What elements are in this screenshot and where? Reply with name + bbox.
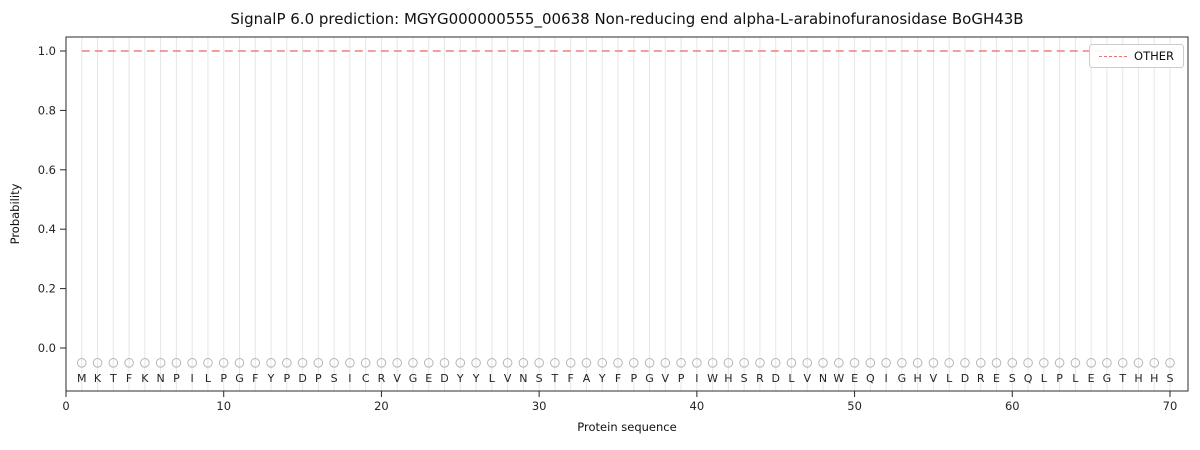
svg-text:G: G: [898, 372, 907, 385]
svg-text:D: D: [961, 372, 969, 385]
x-axis: 0 10 20 30 40 50 60 70: [62, 391, 1177, 413]
svg-text:H: H: [1150, 372, 1158, 385]
svg-text:0: 0: [62, 399, 69, 413]
svg-text:H: H: [1134, 372, 1142, 385]
chart-title: SignalP 6.0 prediction: MGYG000000555_00…: [230, 10, 1024, 28]
svg-text:R: R: [977, 372, 985, 385]
svg-text:20: 20: [374, 399, 389, 413]
svg-text:50: 50: [847, 399, 862, 413]
legend-dashed-line-icon: [1099, 55, 1128, 57]
svg-text:V: V: [504, 372, 512, 385]
y-axis-label: Probability: [8, 183, 22, 245]
svg-text:0.0: 0.0: [38, 341, 56, 355]
svg-text:E: E: [851, 372, 858, 385]
legend-label-other: OTHER: [1134, 49, 1174, 63]
svg-text:0.4: 0.4: [38, 222, 56, 236]
svg-text:I: I: [695, 372, 698, 385]
svg-text:D: D: [298, 372, 306, 385]
svg-text:0.2: 0.2: [38, 282, 56, 296]
residue-markers: [76, 358, 1175, 368]
svg-text:P: P: [630, 372, 637, 385]
svg-text:F: F: [615, 372, 621, 385]
svg-text:L: L: [946, 372, 953, 385]
svg-text:Y: Y: [598, 372, 606, 385]
svg-text:H: H: [914, 372, 922, 385]
svg-text:N: N: [519, 372, 527, 385]
svg-text:S: S: [536, 372, 543, 385]
svg-text:40: 40: [690, 399, 705, 413]
svg-text:K: K: [94, 372, 102, 385]
svg-text:G: G: [409, 372, 418, 385]
svg-text:R: R: [378, 372, 386, 385]
x-axis-label: Protein sequence: [577, 420, 677, 434]
svg-text:I: I: [348, 372, 351, 385]
svg-text:10: 10: [216, 399, 231, 413]
svg-text:I: I: [191, 372, 194, 385]
svg-text:V: V: [393, 372, 401, 385]
svg-text:L: L: [1041, 372, 1048, 385]
svg-text:F: F: [252, 372, 258, 385]
svg-text:F: F: [126, 372, 132, 385]
svg-text:F: F: [568, 372, 574, 385]
svg-text:Y: Y: [267, 372, 275, 385]
svg-text:S: S: [331, 372, 338, 385]
svg-text:T: T: [1118, 372, 1126, 385]
svg-text:S: S: [1167, 372, 1174, 385]
svg-text:V: V: [662, 372, 670, 385]
svg-text:70: 70: [1163, 399, 1178, 413]
svg-text:V: V: [930, 372, 938, 385]
svg-text:L: L: [205, 372, 212, 385]
svg-text:I: I: [884, 372, 887, 385]
svg-text:60: 60: [1005, 399, 1020, 413]
svg-text:G: G: [235, 372, 244, 385]
svg-text:Q: Q: [866, 372, 875, 385]
svg-text:N: N: [157, 372, 165, 385]
svg-text:R: R: [756, 372, 764, 385]
svg-text:0.6: 0.6: [38, 163, 56, 177]
svg-text:P: P: [220, 372, 227, 385]
svg-text:P: P: [1056, 372, 1063, 385]
svg-text:T: T: [109, 372, 117, 385]
svg-text:30: 30: [532, 399, 547, 413]
svg-text:D: D: [440, 372, 448, 385]
y-axis: 0.0 0.2 0.4 0.6 0.8 1.0: [38, 44, 66, 355]
svg-text:H: H: [724, 372, 732, 385]
svg-text:E: E: [1088, 372, 1095, 385]
svg-text:E: E: [425, 372, 432, 385]
svg-text:Y: Y: [472, 372, 480, 385]
svg-text:P: P: [678, 372, 685, 385]
svg-text:Q: Q: [1024, 372, 1033, 385]
svg-text:S: S: [741, 372, 748, 385]
svg-text:L: L: [489, 372, 496, 385]
svg-text:1.0: 1.0: [38, 44, 56, 58]
svg-text:T: T: [551, 372, 559, 385]
legend: OTHER: [1089, 44, 1184, 68]
svg-text:P: P: [173, 372, 180, 385]
svg-text:0.8: 0.8: [38, 103, 56, 117]
plot-frame: [65, 36, 1189, 392]
svg-text:E: E: [993, 372, 1000, 385]
svg-text:D: D: [771, 372, 779, 385]
svg-text:A: A: [583, 372, 591, 385]
svg-text:L: L: [788, 372, 795, 385]
svg-text:N: N: [819, 372, 827, 385]
svg-text:G: G: [1103, 372, 1112, 385]
plot-gridlines: [81, 37, 1171, 391]
svg-text:L: L: [1072, 372, 1079, 385]
svg-text:W: W: [707, 372, 718, 385]
svg-text:K: K: [141, 372, 149, 385]
svg-text:V: V: [803, 372, 811, 385]
svg-text:P: P: [283, 372, 290, 385]
svg-text:P: P: [315, 372, 322, 385]
svg-text:C: C: [362, 372, 370, 385]
svg-text:W: W: [833, 372, 844, 385]
svg-text:S: S: [1009, 372, 1016, 385]
svg-text:M: M: [77, 372, 87, 385]
svg-text:G: G: [645, 372, 654, 385]
svg-text:Y: Y: [456, 372, 464, 385]
